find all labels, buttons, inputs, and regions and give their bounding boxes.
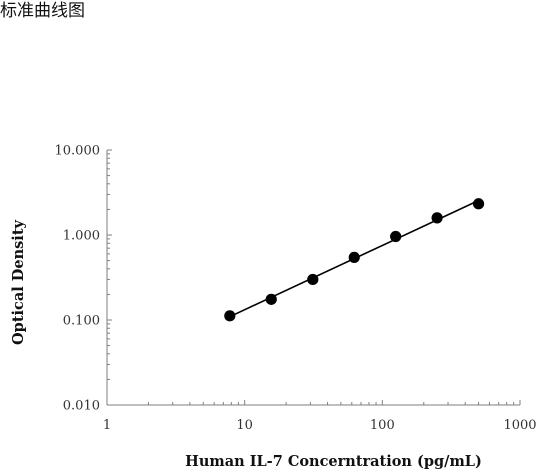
y-tick-label: 1.000 xyxy=(63,229,100,244)
data-point xyxy=(348,251,360,264)
x-tick-label: 1 xyxy=(103,418,111,433)
page-title: 标准曲线图 xyxy=(0,1,85,21)
data-point xyxy=(307,273,319,286)
data-point xyxy=(265,293,277,305)
data-point xyxy=(431,212,443,224)
x-tick-label: 10 xyxy=(236,418,253,433)
y-axis-title: Optical Density xyxy=(10,219,27,344)
x-axis-title: Human IL-7 Concerntration (pg/mL) xyxy=(185,453,482,470)
y-tick-label: 0.010 xyxy=(63,399,100,414)
x-tick-label: 100 xyxy=(370,418,395,433)
y-tick-label: 10.000 xyxy=(55,144,101,159)
data-point xyxy=(390,230,402,243)
x-tick-label: 1000 xyxy=(503,418,536,433)
y-tick-label: 0.100 xyxy=(63,314,100,329)
axes-layer xyxy=(106,150,520,406)
data-point xyxy=(472,198,485,210)
data-point xyxy=(224,310,236,322)
data-points xyxy=(224,198,485,322)
x-ticks: 1 10 100 1000 xyxy=(103,400,537,433)
y-ticks: 0.010 0.100 1.000 10.000 xyxy=(55,144,112,414)
